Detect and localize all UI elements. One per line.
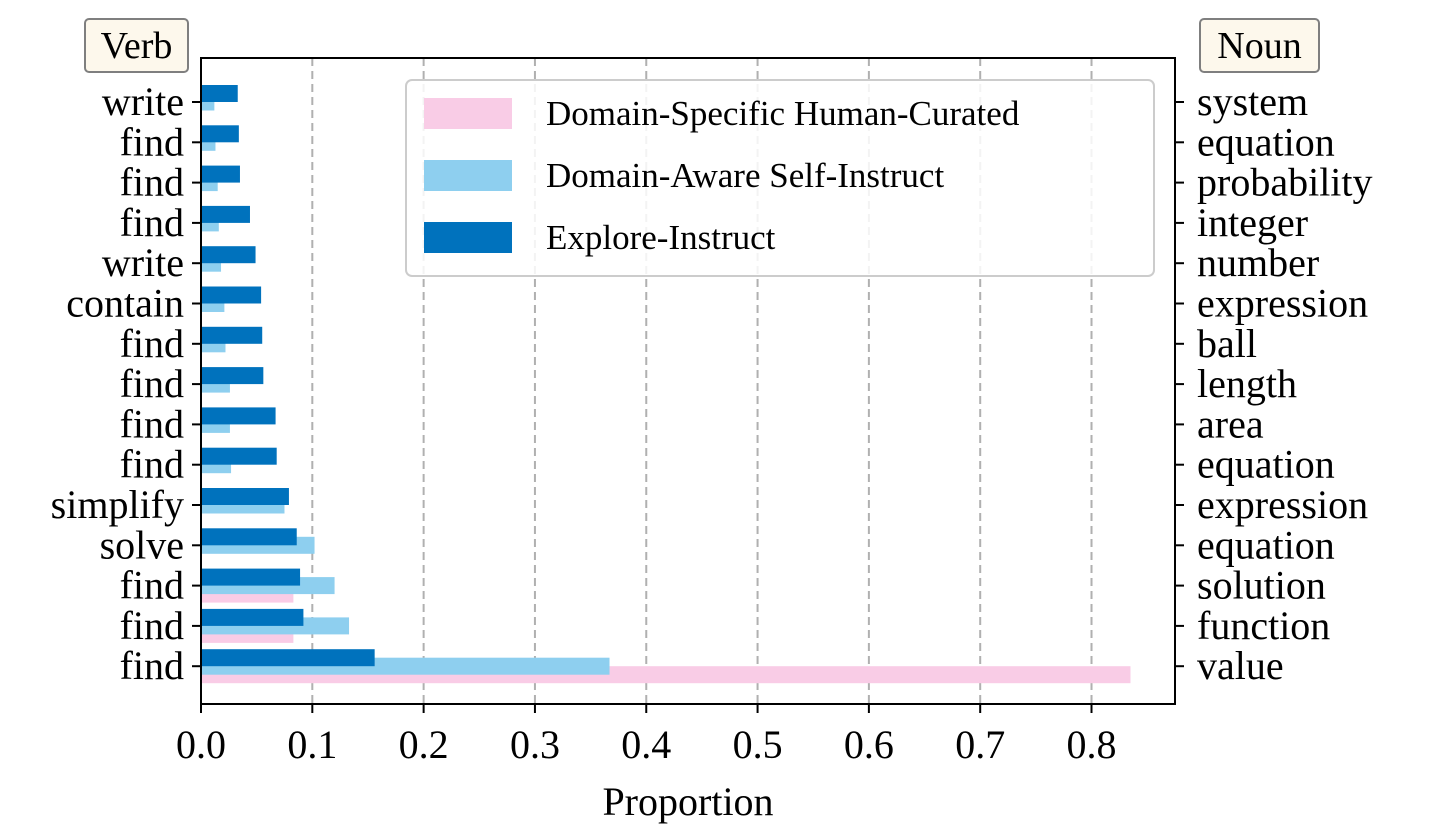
verb-label: contain bbox=[66, 281, 184, 326]
verb-label: find bbox=[120, 361, 184, 406]
verb-label: write bbox=[102, 79, 184, 124]
x-tick-label: 0.2 bbox=[399, 722, 449, 767]
verb-ticks: findfindfindsolvesimplifyfindfindfindfin… bbox=[51, 79, 201, 688]
verb-label: solve bbox=[100, 522, 184, 567]
legend-frame bbox=[405, 79, 1155, 277]
bar bbox=[201, 286, 262, 304]
verb-label: write bbox=[102, 240, 184, 285]
bar bbox=[201, 246, 256, 264]
verb-label: find bbox=[120, 321, 184, 366]
noun-label: expression bbox=[1197, 482, 1368, 527]
bar bbox=[201, 608, 304, 626]
verb-label: simplify bbox=[51, 482, 184, 527]
noun-label: probability bbox=[1197, 160, 1373, 205]
noun-label: number bbox=[1197, 240, 1319, 285]
verb-label: find bbox=[120, 563, 184, 608]
verb-label: find bbox=[120, 603, 184, 648]
x-tick-label: 0.0 bbox=[176, 722, 226, 767]
bar bbox=[201, 205, 250, 223]
x-tick-label: 0.3 bbox=[510, 722, 560, 767]
noun-label: solution bbox=[1197, 563, 1326, 608]
verb-label: find bbox=[120, 442, 184, 487]
noun-label: equation bbox=[1197, 522, 1335, 567]
legend-swatch bbox=[424, 222, 512, 253]
bars bbox=[201, 85, 1131, 684]
noun-title-box: Noun bbox=[1199, 18, 1320, 73]
noun-label: integer bbox=[1197, 200, 1308, 245]
plot-frame bbox=[200, 57, 1176, 705]
x-axis-label: Proportion bbox=[602, 779, 773, 824]
verb-label: find bbox=[120, 200, 184, 245]
bar bbox=[201, 649, 375, 667]
noun-label: system bbox=[1197, 79, 1308, 124]
bar bbox=[201, 407, 276, 425]
noun-ticks: valuefunctionsolutionequationexpressione… bbox=[1175, 79, 1373, 688]
legend: Domain-Specific Human-Curated Domain-Awar… bbox=[405, 79, 1155, 277]
noun-title: Noun bbox=[1217, 25, 1301, 67]
noun-title-frame bbox=[1199, 18, 1320, 73]
legend-swatch bbox=[424, 98, 512, 129]
bar bbox=[201, 528, 297, 546]
noun-label: value bbox=[1197, 643, 1284, 688]
legend-label: Domain-Aware Self-Instruct bbox=[546, 156, 944, 195]
bar bbox=[201, 367, 264, 385]
bar bbox=[201, 568, 301, 586]
noun-label: equation bbox=[1197, 442, 1335, 487]
verb-title-frame bbox=[84, 18, 189, 73]
verb-title-box: Verb bbox=[84, 18, 189, 73]
bar bbox=[201, 85, 238, 102]
verb-label: find bbox=[120, 119, 184, 164]
x-ticks: 0.0 0.1 0.2 0.3 0.4 0.5 0.6 0.7 0.8 bbox=[176, 704, 1117, 767]
bar bbox=[201, 447, 277, 465]
verb-title: Verb bbox=[101, 25, 173, 67]
noun-label: length bbox=[1197, 361, 1297, 406]
noun-label: equation bbox=[1197, 119, 1335, 164]
x-tick-label: 0.6 bbox=[844, 722, 894, 767]
noun-label: function bbox=[1197, 603, 1330, 648]
legend-swatch bbox=[424, 160, 512, 191]
verb-label: find bbox=[120, 643, 184, 688]
bar bbox=[201, 488, 289, 505]
x-tick-label: 0.4 bbox=[621, 722, 671, 767]
bar bbox=[201, 165, 240, 183]
verb-label: find bbox=[120, 401, 184, 446]
x-tick-label: 0.7 bbox=[955, 722, 1005, 767]
bar bbox=[201, 326, 263, 344]
x-tick-label: 0.1 bbox=[287, 722, 337, 767]
x-tick-label: 0.8 bbox=[1067, 722, 1117, 767]
legend-label: Explore-Instruct bbox=[546, 218, 776, 257]
noun-label: expression bbox=[1197, 281, 1368, 326]
noun-label: area bbox=[1197, 401, 1264, 446]
verb-label: find bbox=[120, 160, 184, 205]
legend-label: Domain-Specific Human-Curated bbox=[546, 94, 1020, 133]
noun-label: ball bbox=[1197, 321, 1257, 366]
x-tick-label: 0.5 bbox=[733, 722, 783, 767]
bar bbox=[201, 125, 239, 143]
